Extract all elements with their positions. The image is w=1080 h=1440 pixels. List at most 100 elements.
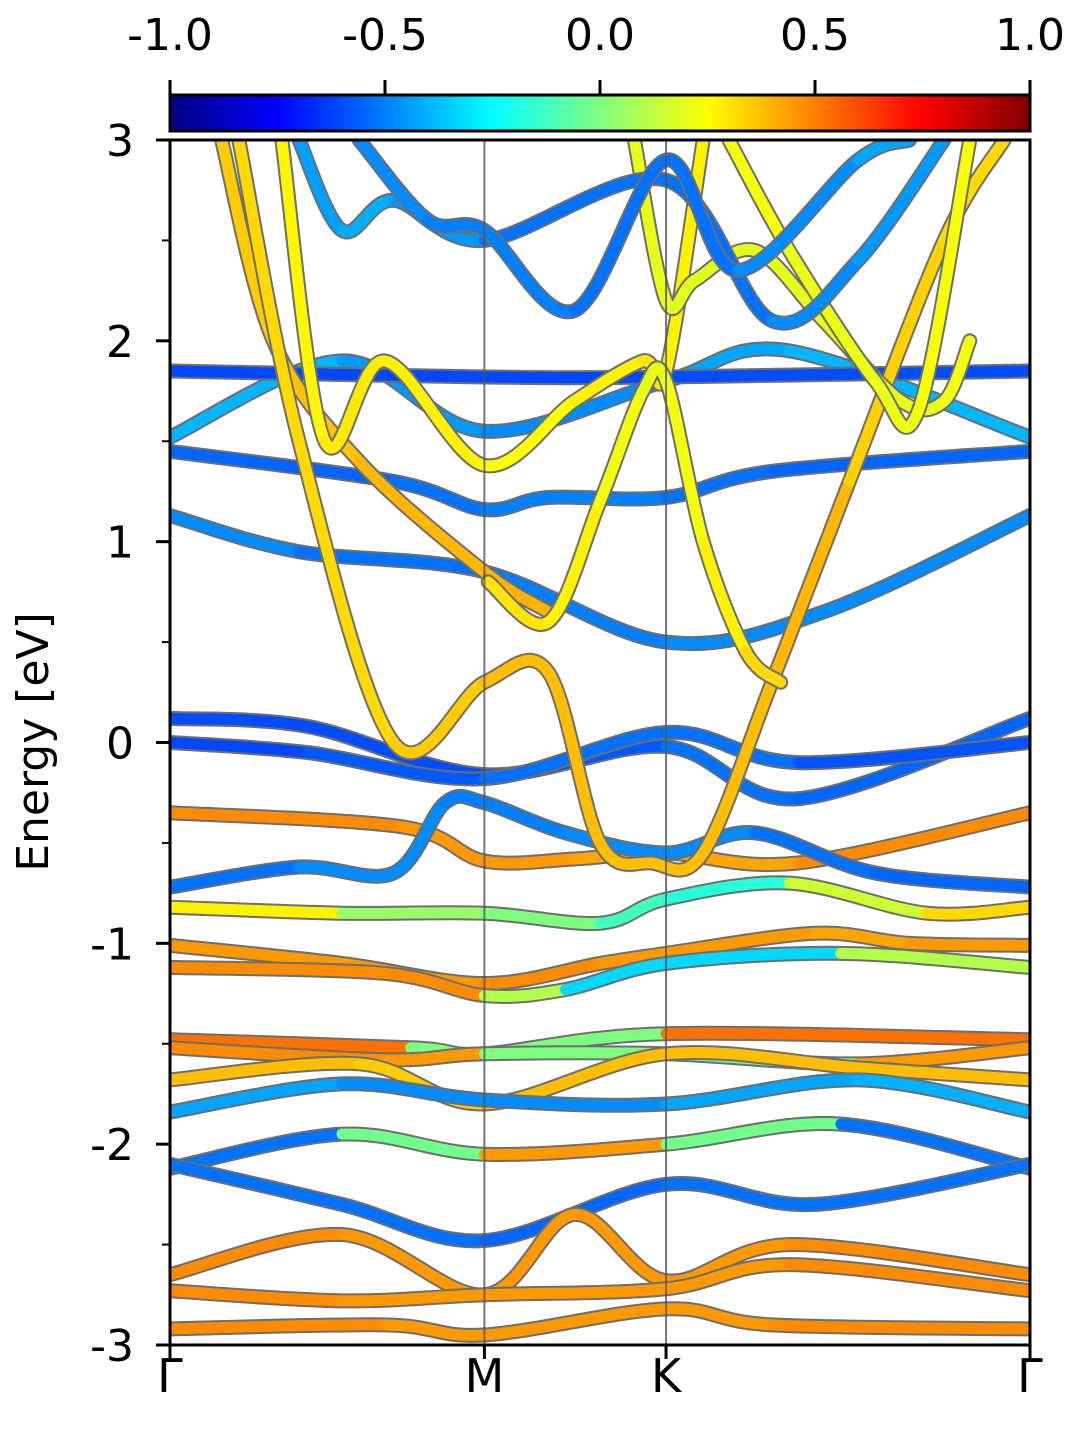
band-segment: [660, 726, 804, 769]
band-1: [170, 724, 1030, 787]
band-segment: [379, 967, 490, 1002]
band-segment: [766, 255, 864, 329]
band-segment: [660, 1178, 821, 1211]
band-segment: [560, 827, 672, 859]
band-segment: [568, 1208, 672, 1287]
band-segment: [170, 807, 408, 833]
band-segment: [170, 712, 314, 732]
band-segment: [852, 140, 916, 166]
band-segment: [478, 1303, 672, 1341]
band-segment: [697, 676, 778, 859]
band-segment: [388, 797, 451, 879]
y-tick-label: -3: [90, 1321, 134, 1372]
band-segment: [478, 797, 572, 839]
band-segment: [660, 140, 709, 377]
k-point-label: Γ: [157, 1349, 183, 1403]
band-segment: [660, 1074, 864, 1110]
band-27: [351, 140, 918, 320]
band-7: [170, 788, 1030, 895]
band-segment: [912, 140, 976, 417]
band-segment: [478, 654, 554, 688]
band-segment: [809, 927, 916, 949]
band-segment: [921, 901, 1030, 920]
band-segment: [478, 1283, 672, 1301]
band-segment: [852, 1062, 1030, 1086]
band-segment: [835, 947, 1030, 973]
band-segment: [276, 140, 331, 447]
band-segment: [660, 375, 709, 548]
band-segment: [336, 907, 490, 919]
colorbar-tick-label: -0.5: [342, 10, 428, 61]
band-segment: [660, 1046, 864, 1074]
band-10: [170, 945, 1030, 1004]
y-axis: 3 2 1 0 -1 -2 -3: [90, 116, 170, 1372]
band-segment: [170, 961, 391, 979]
band-segment: [660, 1303, 778, 1331]
band-segment: [478, 224, 580, 318]
band-segment: [336, 194, 400, 238]
y-tick-label: 3: [106, 116, 134, 167]
band-segment: [835, 1118, 1030, 1174]
y-tick-label: 1: [106, 518, 134, 569]
band-segment: [170, 1228, 348, 1281]
colorbar-ticks: -1.0 -0.5 0.0 0.5 1.0: [127, 10, 1065, 95]
band-segment: [660, 365, 1030, 383]
band-segment: [170, 861, 305, 893]
band-segment: [818, 510, 1030, 618]
band-segment: [478, 395, 580, 472]
band-segment: [233, 140, 305, 447]
band-segment: [660, 174, 778, 327]
colorbar-tick-label: 0.5: [780, 10, 850, 61]
band-segment: [852, 1074, 1030, 1118]
band-segment: [293, 546, 490, 578]
y-tick-label: 2: [106, 317, 134, 368]
band-segment: [852, 140, 950, 266]
band-segment: [783, 877, 933, 919]
band-segment: [478, 1138, 672, 1160]
band-segment: [170, 901, 348, 919]
band-segment: [170, 1057, 365, 1086]
band-segment: [353, 140, 434, 226]
band-3: [170, 508, 1030, 652]
band-segment: [732, 154, 864, 277]
band-15: [170, 1116, 1030, 1176]
colorbar-tick-label: -1.0: [127, 10, 213, 61]
colorbar-tick-label: 1.0: [995, 10, 1065, 61]
colorbar: -1.0 -0.5 0.0 0.5 1.0: [127, 10, 1065, 133]
band-segment: [302, 747, 490, 785]
band-segment: [843, 234, 950, 487]
k-point-label: Γ: [1017, 1349, 1043, 1403]
band-segment: [336, 1078, 490, 1106]
band-segment: [594, 893, 672, 929]
y-tick-label: -2: [90, 1120, 134, 1171]
band-segment: [170, 939, 348, 969]
colorbar-tick-label: 0.0: [565, 10, 635, 61]
band-segment: [637, 362, 672, 397]
band-segment: [478, 984, 572, 1002]
band-segment: [904, 937, 1030, 951]
band-segment: [542, 496, 606, 628]
band-segment: [783, 244, 881, 387]
y-axis-label: Energy [eV]: [8, 612, 59, 872]
band-segment: [439, 790, 490, 809]
band-segment: [766, 1319, 1030, 1335]
band-segment: [293, 861, 400, 882]
band-segment: [660, 1259, 795, 1295]
band-segment: [568, 154, 672, 317]
band-segment: [170, 1034, 417, 1054]
band-23: [480, 360, 789, 690]
band-segment: [422, 214, 490, 236]
band-18: [170, 1257, 1030, 1309]
band-segment: [170, 737, 314, 759]
band-segment: [396, 821, 490, 867]
band-segment: [809, 1158, 1030, 1210]
band-14: [170, 1072, 1030, 1120]
band-segment: [766, 475, 855, 688]
band-segment: [766, 445, 1030, 477]
band-segment: [697, 536, 752, 658]
colorbar-gradient: [168, 93, 1032, 133]
band-segment: [594, 385, 649, 507]
band-segment: [478, 907, 606, 930]
band-segment: [542, 666, 606, 849]
